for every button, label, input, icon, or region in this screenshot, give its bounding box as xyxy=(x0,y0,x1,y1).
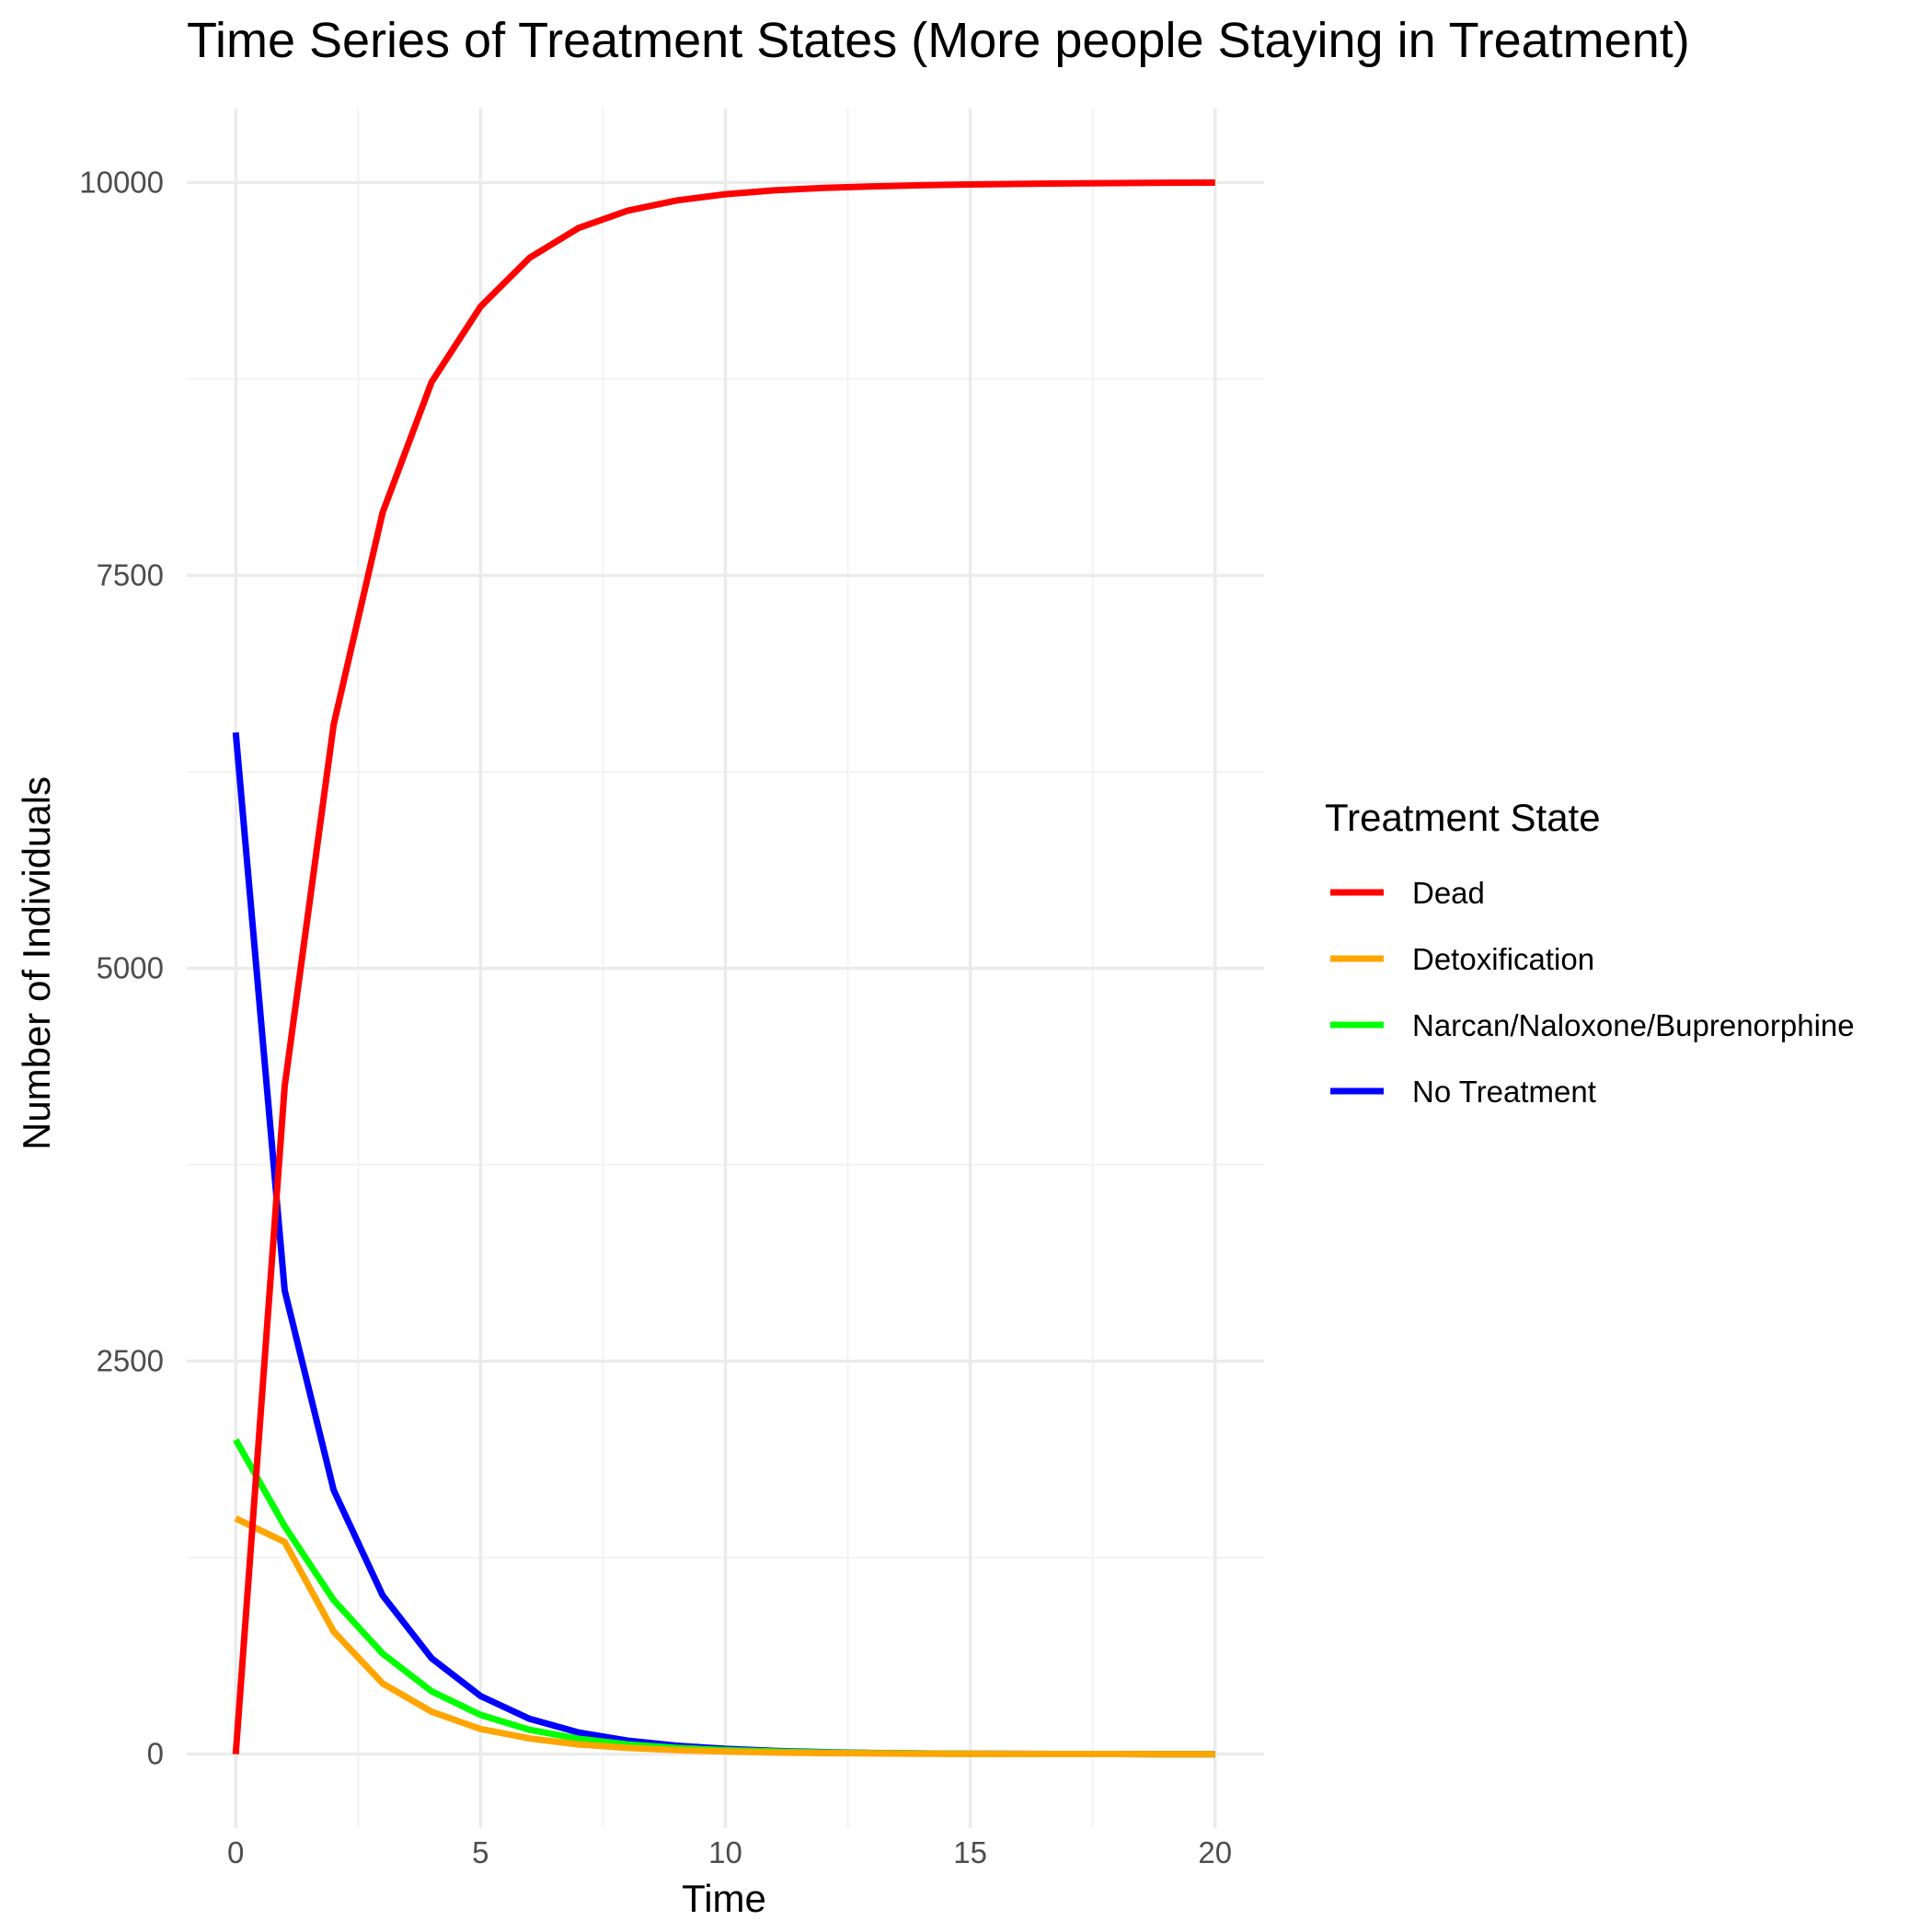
y-tick-label: 0 xyxy=(147,1737,164,1771)
legend-items: Dead Detoxification Narcan/Naloxone/Bupren… xyxy=(1330,876,1855,1109)
y-axis-title: Number of Individuals xyxy=(15,776,58,1150)
legend-label-narcan-naloxone-buprenorphine: Narcan/Naloxone/Buprenorphine xyxy=(1412,1008,1855,1042)
legend-label-detoxification: Detoxification xyxy=(1412,942,1594,976)
legend-item-narcan-naloxone-buprenorphine: Narcan/Naloxone/Buprenorphine xyxy=(1330,1008,1855,1042)
x-axis-title: Time xyxy=(682,1877,766,1920)
legend: Treatment State Dead Detoxification Narcan… xyxy=(1325,796,1855,1109)
y-axis-ticks: 0 2500 5000 7500 10000 xyxy=(79,165,164,1770)
legend-label-dead: Dead xyxy=(1412,876,1485,910)
y-tick-label: 7500 xyxy=(97,558,164,592)
legend-title: Treatment State xyxy=(1325,796,1601,839)
legend-item-dead: Dead xyxy=(1330,876,1485,910)
series-line-dead xyxy=(232,178,1215,1754)
series-lines xyxy=(232,178,1215,1758)
y-tick-label: 10000 xyxy=(79,165,164,199)
series-line-detoxification xyxy=(234,1515,1215,1758)
y-tick-label: 5000 xyxy=(97,951,164,985)
x-tick-label: 15 xyxy=(953,1835,987,1869)
legend-item-no-treatment: No Treatment xyxy=(1330,1075,1596,1109)
chart-title: Time Series of Treatment States (More pe… xyxy=(187,13,1690,68)
grid xyxy=(187,109,1264,1828)
x-tick-label: 20 xyxy=(1198,1835,1232,1869)
x-tick-label: 0 xyxy=(227,1835,244,1869)
legend-label-no-treatment: No Treatment xyxy=(1412,1075,1596,1109)
legend-item-detoxification: Detoxification xyxy=(1330,942,1594,976)
x-axis-ticks: 0 5 10 15 20 xyxy=(227,1835,1232,1869)
y-tick-label: 2500 xyxy=(97,1344,164,1378)
x-tick-label: 10 xyxy=(708,1835,742,1869)
x-tick-label: 5 xyxy=(472,1835,489,1869)
